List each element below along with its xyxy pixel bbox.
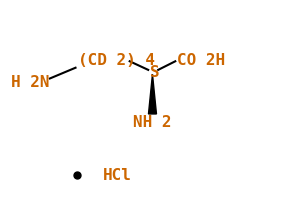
Text: S: S: [150, 64, 159, 80]
Text: H 2N: H 2N: [11, 75, 50, 90]
Text: CO 2H: CO 2H: [177, 53, 225, 68]
Text: NH 2: NH 2: [133, 115, 172, 130]
Text: (CD 2) 4: (CD 2) 4: [78, 53, 155, 68]
Polygon shape: [148, 74, 156, 114]
Text: HCl: HCl: [103, 168, 131, 183]
